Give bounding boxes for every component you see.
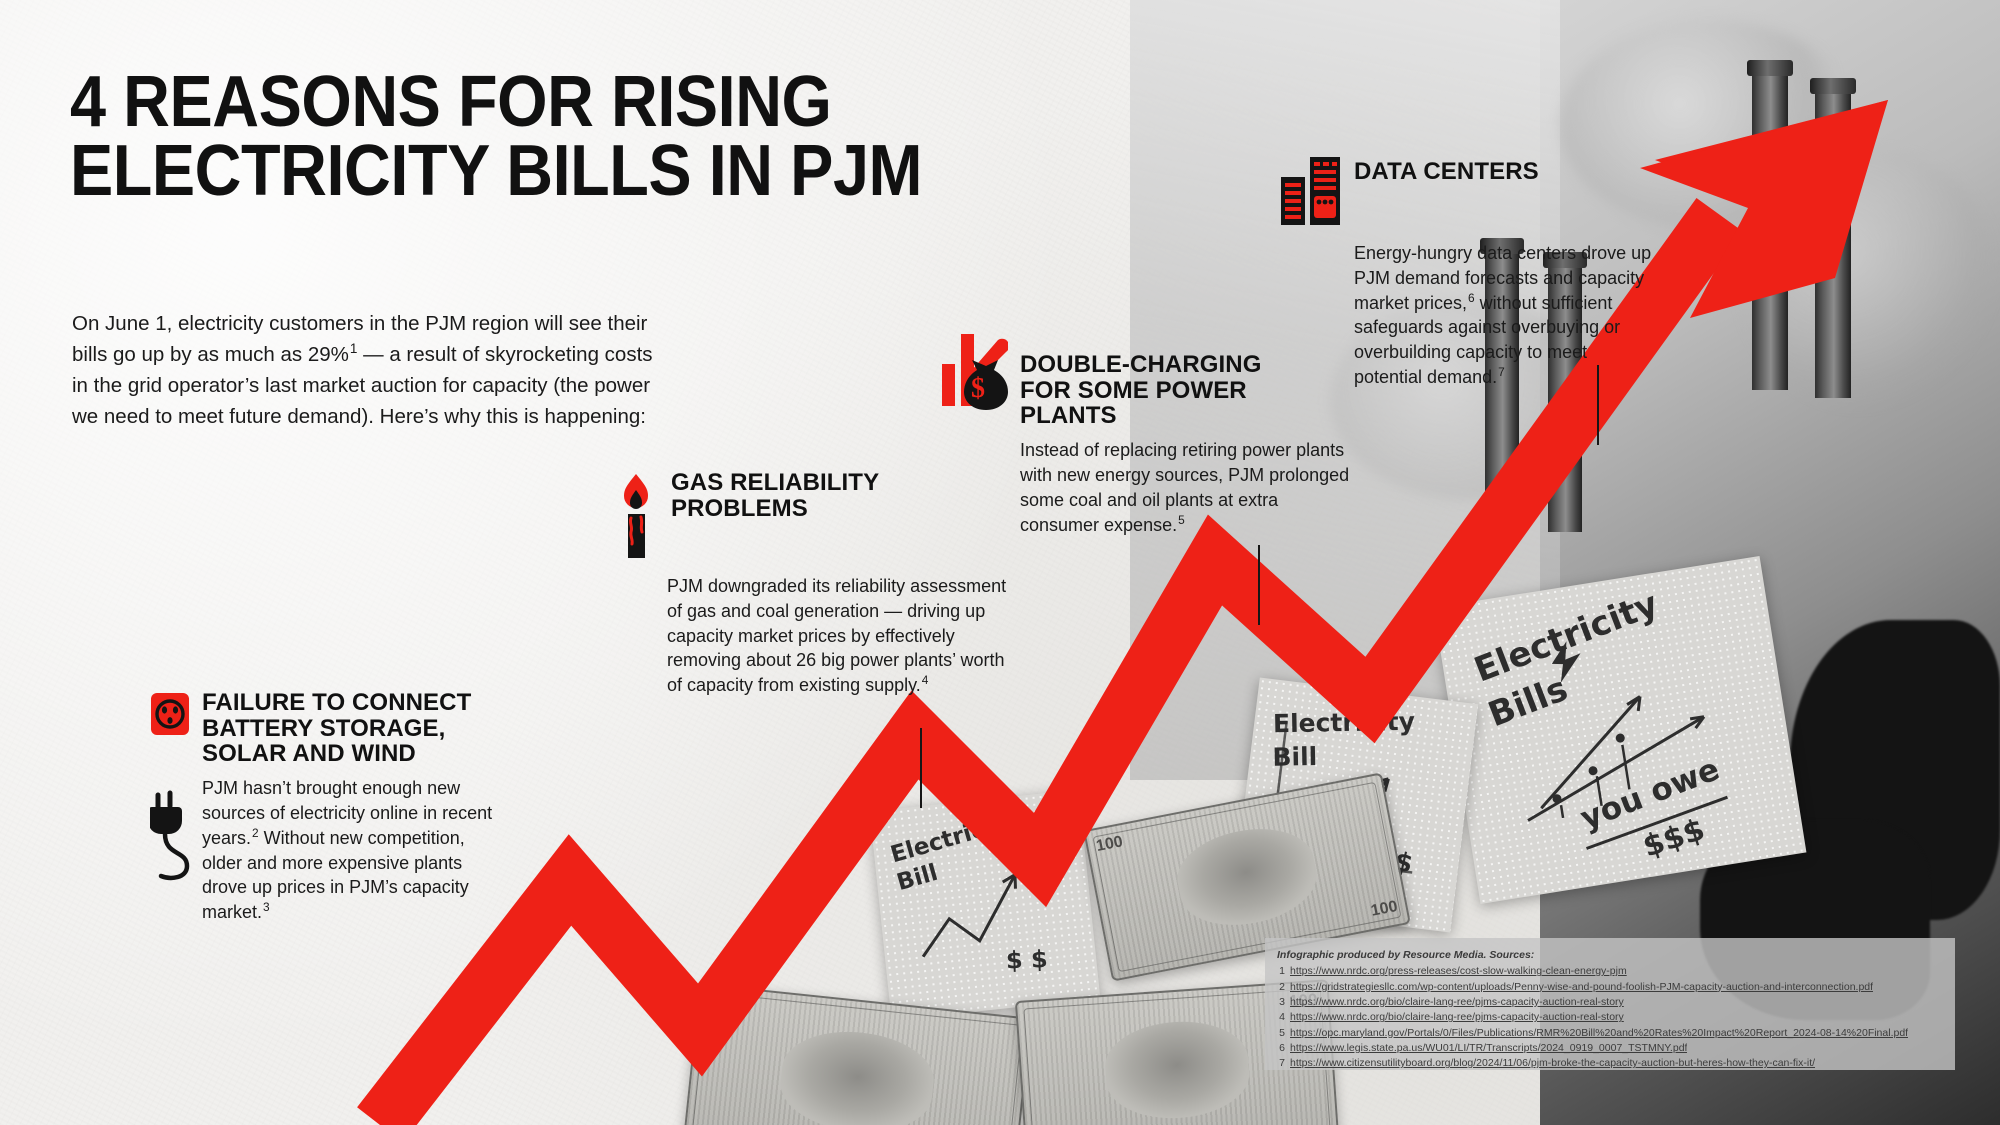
callout-body: PJM hasn’t brought enough new sources of…	[202, 776, 495, 925]
bill-denomination: 50	[707, 994, 729, 1015]
source-row: 3 https://www.nrdc.org/bio/claire-lang-re…	[1277, 995, 1943, 1010]
source-url[interactable]: https://www.citizensutilityboard.org/blo…	[1290, 1057, 1816, 1070]
intro-text-part-1: On June 1, electricity customers in the …	[72, 311, 648, 366]
leader-line-double-charging	[1258, 545, 1260, 625]
callout-body-part-1: PJM downgraded its reliability assessmen…	[667, 576, 1007, 696]
note-text-dollars: $ $	[1005, 945, 1049, 975]
source-number: 6	[1279, 1041, 1285, 1054]
intro-paragraph: On June 1, electricity customers in the …	[72, 308, 672, 433]
source-row: 1 https://www.nrdc.org/press-releases/cos…	[1277, 964, 1943, 979]
page-title: 4 Reasons for Rising Electricity Bills i…	[70, 62, 923, 212]
outlet-icon	[150, 690, 190, 743]
source-number: 2	[1279, 980, 1285, 993]
intro-text-part-2: — a result of skyrocketing costs in the …	[72, 342, 653, 428]
handwritten-bill-note: Electricity Bills you owe $$$	[1433, 556, 1807, 904]
source-row: 6 https://www.legis.state.pa.us/WU01/LI/T…	[1277, 1041, 1943, 1056]
callout-footnote-ref: 5	[1178, 512, 1185, 527]
leader-line-data-centers	[1597, 365, 1599, 445]
callout-double-charging: $ Double-Charging for Some Power Plants …	[940, 330, 1349, 537]
smokestack	[1747, 60, 1793, 390]
callout-body-part-1: PJM hasn’t brought enough new sources of…	[202, 778, 493, 848]
callout-footnote-ref: 4	[921, 673, 929, 688]
callout-data-centers: Data Centers Energy-hungry data centers …	[1280, 155, 1660, 390]
source-row: 2 https://gridstrategiesllc.com/wp-conten…	[1277, 980, 1943, 995]
source-number: 3	[1279, 995, 1285, 1008]
svg-text:$: $	[971, 373, 985, 404]
source-url[interactable]: https://www.nrdc.org/bio/claire-lang-ree…	[1290, 1011, 1624, 1024]
bill-denomination: 100	[1094, 833, 1125, 856]
callout-footnote-ref: 6	[1468, 290, 1475, 305]
sources-heading: Infographic produced by Resource Media. …	[1277, 949, 1535, 961]
callout-gas-reliability: Gas Reliability Problems PJM downgraded …	[615, 469, 1006, 698]
source-number: 5	[1279, 1026, 1285, 1039]
callout-battery-storage: Failure to Connect Battery Storage, Sola…	[148, 689, 495, 925]
source-url[interactable]: https://gridstrategiesllc.com/wp-content…	[1290, 980, 1874, 993]
server-rack-icon	[1280, 155, 1342, 232]
callout-footnote-ref: 2	[252, 825, 259, 840]
money-bag-icon: $	[940, 330, 1010, 417]
bill-denomination: 100	[1369, 898, 1399, 920]
note-chart-sketch	[921, 873, 1017, 958]
callout-footnote-ref: 3	[263, 900, 270, 915]
page-title-line-2: Electricity Bills in PJM	[70, 131, 923, 212]
source-row: 4 https://www.nrdc.org/bio/claire-lang-re…	[1277, 1010, 1943, 1025]
callout-title: Data Centers	[1354, 158, 1539, 185]
callout-title: Double-Charging for Some Power Plants	[1020, 351, 1262, 430]
note-chart-sketch	[1527, 641, 1706, 822]
source-row: 7 https://www.citizensutilityboard.org/bl…	[1277, 1056, 1943, 1071]
source-url[interactable]: https://www.nrdc.org/bio/claire-lang-ree…	[1290, 995, 1624, 1008]
callout-body-part-1: Instead of replacing retiring power plan…	[1020, 440, 1350, 535]
callout-body: Instead of replacing retiring power plan…	[1020, 438, 1350, 537]
handwritten-bill-note: Electricity Bill $ $	[869, 789, 1101, 1021]
callout-title: Failure to Connect Battery Storage, Sola…	[202, 689, 472, 768]
sources-box: Infographic produced by Resource Media. …	[1265, 938, 1955, 1070]
leader-line-gas	[920, 728, 922, 808]
callout-body-part-2: without sufficient safeguards against ov…	[1354, 292, 1621, 388]
smokestack	[1810, 78, 1856, 398]
source-number: 1	[1279, 965, 1285, 978]
source-url[interactable]: https://www.nrdc.org/press-releases/cost…	[1290, 965, 1627, 978]
intro-footnote-ref: 1	[349, 340, 358, 356]
callout-body: PJM downgraded its reliability assessmen…	[667, 574, 1012, 698]
page-title-line-1: 4 Reasons for Rising	[70, 62, 832, 142]
source-row: 5 https://opc.maryland.gov/Portals/0/File…	[1277, 1026, 1943, 1041]
callout-body: Energy-hungry data centers drove up PJM …	[1354, 241, 1654, 390]
callout-footnote-ref: 7	[1498, 365, 1505, 380]
sources-list: 1 https://www.nrdc.org/press-releases/cos…	[1277, 964, 1943, 1071]
source-url[interactable]: https://www.legis.state.pa.us/WU01/LI/TR…	[1290, 1041, 1688, 1054]
source-number: 7	[1279, 1057, 1285, 1070]
source-number: 4	[1279, 1011, 1285, 1024]
source-url[interactable]: https://opc.maryland.gov/Portals/0/Files…	[1290, 1026, 1909, 1039]
candle-icon	[615, 470, 659, 565]
plug-icon	[148, 789, 190, 925]
callout-body-part-2: Without new competition, older and more …	[202, 827, 469, 923]
callout-title: Gas Reliability Problems	[671, 469, 879, 522]
callout-body-part-1: Energy-hungry data centers drove up PJM …	[1354, 243, 1652, 313]
